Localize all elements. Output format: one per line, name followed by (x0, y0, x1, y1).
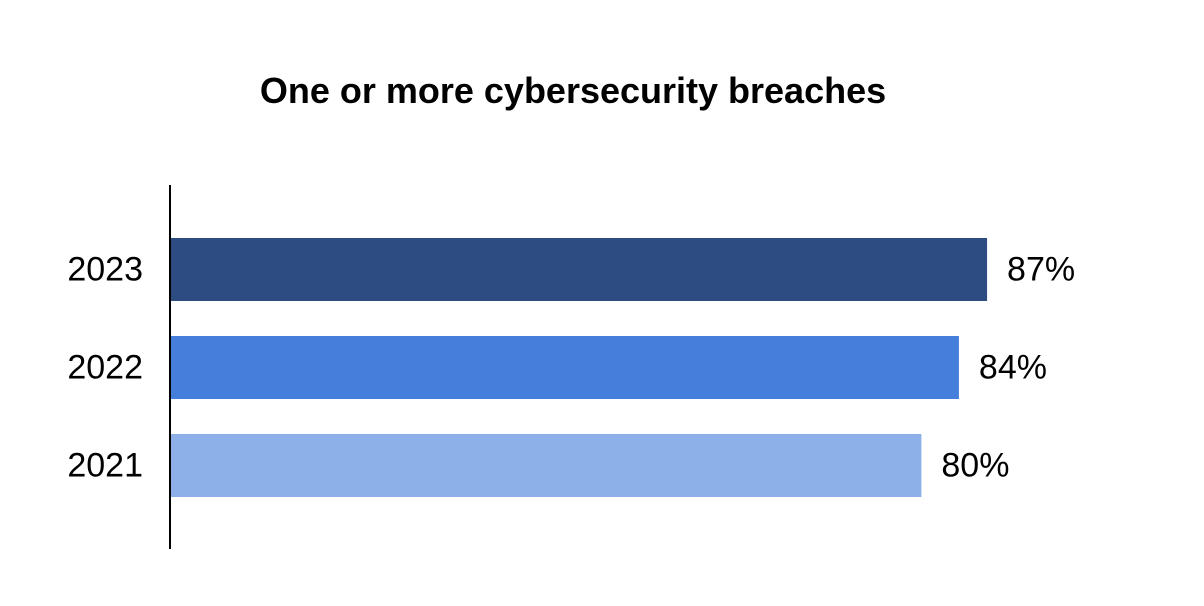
bars-group: 2023 87% 2022 84% 2021 80% (67, 238, 1075, 497)
bar-2021 (171, 434, 922, 497)
bar-2022 (171, 336, 959, 399)
y-tick-label-2022: 2022 (67, 349, 143, 387)
y-tick-label-2023: 2023 (67, 251, 143, 289)
bar-2023 (171, 238, 988, 301)
data-label-2022: 84% (979, 349, 1047, 387)
chart-title: One or more cybersecurity breaches (260, 70, 886, 111)
data-label-2021: 80% (941, 447, 1009, 485)
y-tick-label-2021: 2021 (67, 447, 143, 485)
data-label-2023: 87% (1007, 251, 1075, 289)
